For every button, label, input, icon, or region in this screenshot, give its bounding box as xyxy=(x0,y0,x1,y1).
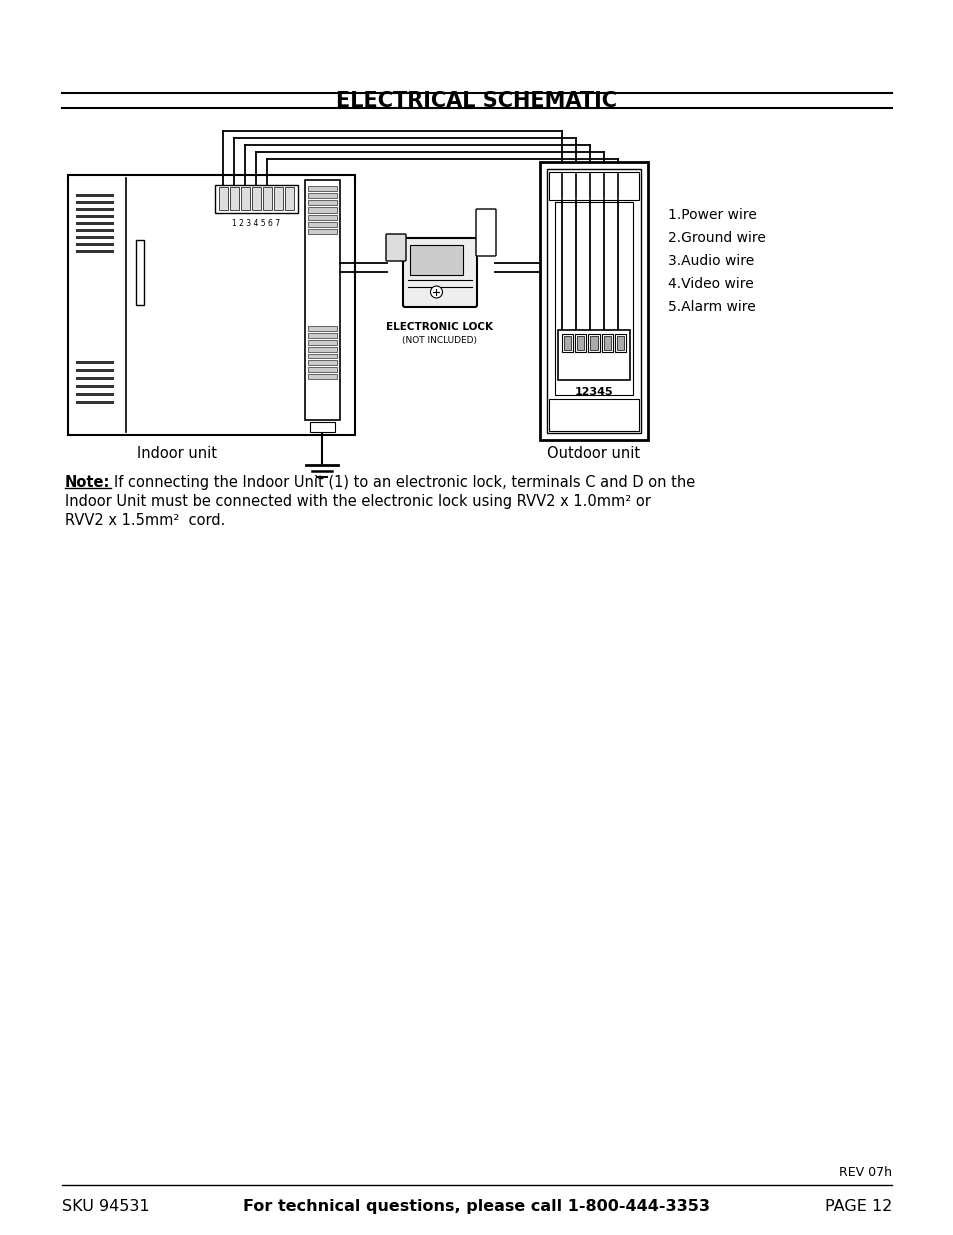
Bar xyxy=(76,207,113,211)
Bar xyxy=(76,228,113,232)
Text: If connecting the Indoor Unit (1) to an electronic lock, terminals C and D on th: If connecting the Indoor Unit (1) to an … xyxy=(113,475,695,490)
Bar xyxy=(617,336,623,350)
Bar xyxy=(410,245,462,275)
Bar xyxy=(308,207,336,212)
Text: 1 2 3 4 5 6 7: 1 2 3 4 5 6 7 xyxy=(233,219,280,227)
Text: ELECTRICAL SCHEMATIC: ELECTRICAL SCHEMATIC xyxy=(336,90,617,110)
Bar xyxy=(76,385,113,388)
Bar xyxy=(76,401,113,404)
Bar xyxy=(308,215,336,220)
Bar xyxy=(76,215,113,219)
Bar xyxy=(601,333,612,352)
Text: (NOT INCLUDED): (NOT INCLUDED) xyxy=(402,336,477,345)
Bar xyxy=(308,200,336,205)
Bar xyxy=(308,333,336,337)
Bar xyxy=(308,340,336,345)
Bar xyxy=(214,185,297,212)
Bar xyxy=(252,186,261,210)
Bar xyxy=(76,377,113,380)
Bar xyxy=(76,369,113,372)
Bar xyxy=(76,249,113,253)
Bar xyxy=(590,336,597,350)
Bar xyxy=(76,243,113,246)
Bar xyxy=(76,236,113,240)
Bar xyxy=(308,367,336,372)
Bar xyxy=(308,374,336,379)
Bar xyxy=(548,399,639,431)
Bar xyxy=(548,172,639,200)
Bar xyxy=(308,326,336,331)
Bar xyxy=(76,194,113,198)
Bar xyxy=(308,353,336,358)
Text: 4.Video wire: 4.Video wire xyxy=(667,277,753,291)
Text: PAGE 12: PAGE 12 xyxy=(823,1199,891,1214)
Bar xyxy=(230,186,239,210)
Bar xyxy=(561,333,573,352)
Bar xyxy=(563,336,571,350)
Text: Note:: Note: xyxy=(65,475,111,490)
Bar xyxy=(575,333,586,352)
Bar xyxy=(308,186,336,191)
FancyBboxPatch shape xyxy=(476,209,496,256)
Bar xyxy=(76,361,113,364)
Bar xyxy=(76,201,113,204)
Circle shape xyxy=(430,287,442,298)
Bar xyxy=(68,175,355,435)
Bar xyxy=(263,186,272,210)
Bar xyxy=(577,336,584,350)
Text: ELECTRONIC LOCK: ELECTRONIC LOCK xyxy=(386,322,493,332)
Bar xyxy=(285,186,294,210)
Bar xyxy=(588,333,599,352)
Text: REV 07h: REV 07h xyxy=(838,1166,891,1178)
Text: 3.Audio wire: 3.Audio wire xyxy=(667,254,754,268)
Bar xyxy=(603,336,610,350)
Bar xyxy=(219,186,228,210)
Bar xyxy=(76,222,113,225)
Text: Outdoor unit: Outdoor unit xyxy=(547,446,639,461)
Text: 12345: 12345 xyxy=(574,387,613,396)
Bar xyxy=(274,186,283,210)
Bar xyxy=(310,422,335,432)
Bar xyxy=(136,240,144,305)
Bar xyxy=(308,228,336,233)
Text: 1.Power wire: 1.Power wire xyxy=(667,207,756,222)
FancyBboxPatch shape xyxy=(402,238,476,308)
Bar xyxy=(308,347,336,352)
Text: Indoor Unit must be connected with the electronic lock using RVV2 x 1.0mm² or: Indoor Unit must be connected with the e… xyxy=(65,494,650,509)
Bar xyxy=(308,193,336,199)
Bar xyxy=(308,222,336,227)
Bar xyxy=(539,162,647,440)
Text: For technical questions, please call 1-800-444-3353: For technical questions, please call 1-8… xyxy=(243,1199,710,1214)
Text: 5.Alarm wire: 5.Alarm wire xyxy=(667,300,755,314)
Bar xyxy=(614,333,625,352)
Bar xyxy=(305,180,339,420)
Bar xyxy=(308,361,336,366)
Text: SKU 94531: SKU 94531 xyxy=(62,1199,150,1214)
Bar xyxy=(241,186,250,210)
Text: RVV2 x 1.5mm²  cord.: RVV2 x 1.5mm² cord. xyxy=(65,513,225,529)
Text: 2.Ground wire: 2.Ground wire xyxy=(667,231,765,245)
Bar xyxy=(546,169,640,433)
Bar xyxy=(558,330,629,380)
Bar xyxy=(76,393,113,396)
Bar xyxy=(555,203,633,395)
Text: Indoor unit: Indoor unit xyxy=(137,446,217,461)
FancyBboxPatch shape xyxy=(386,233,406,261)
